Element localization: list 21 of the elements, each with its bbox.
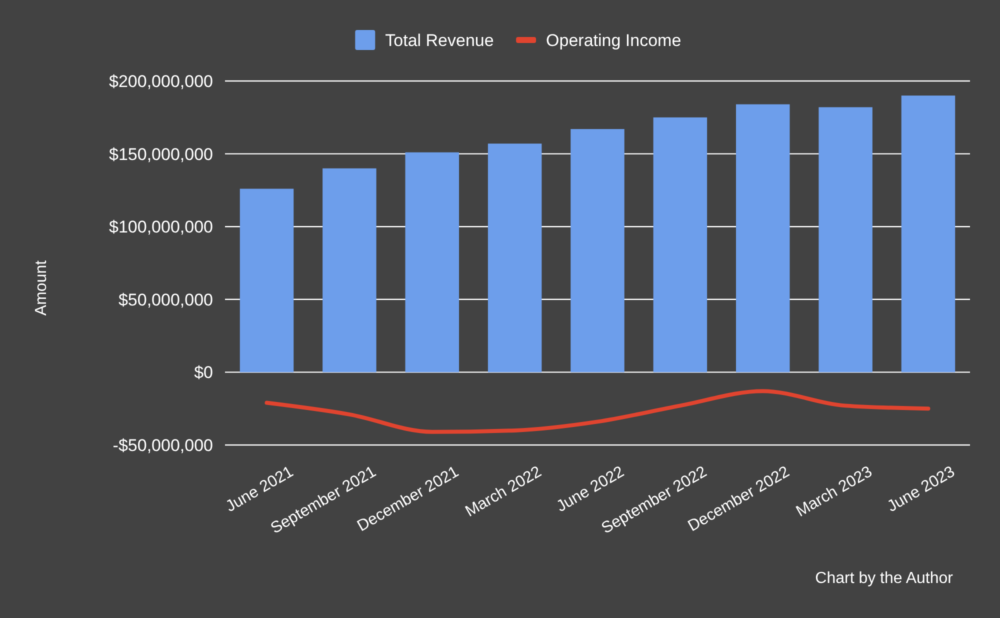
bar bbox=[570, 129, 624, 372]
y-tick-label: $50,000,000 bbox=[118, 290, 213, 310]
legend-label: Total Revenue bbox=[385, 30, 494, 50]
bar bbox=[901, 96, 956, 372]
bar bbox=[488, 144, 542, 372]
bar bbox=[405, 152, 459, 372]
y-tick-label: $100,000,000 bbox=[109, 218, 213, 237]
y-tick-label: $200,000,000 bbox=[109, 72, 213, 91]
y-tick-label: -$50,000,000 bbox=[112, 436, 213, 455]
bar bbox=[322, 168, 376, 372]
bar bbox=[653, 117, 708, 372]
bar bbox=[240, 188, 294, 372]
bar bbox=[818, 107, 872, 372]
line-series bbox=[264, 389, 930, 434]
y-tick-label: $150,000,000 bbox=[109, 144, 213, 164]
y-tick-label: $0 bbox=[194, 363, 213, 382]
x-tick-label: June 2023 bbox=[884, 463, 958, 516]
y-axis-title: Amount bbox=[33, 260, 50, 316]
text: Chart by the Author bbox=[815, 570, 954, 587]
legend-label: Operating Income bbox=[546, 30, 682, 50]
bar bbox=[736, 104, 790, 372]
